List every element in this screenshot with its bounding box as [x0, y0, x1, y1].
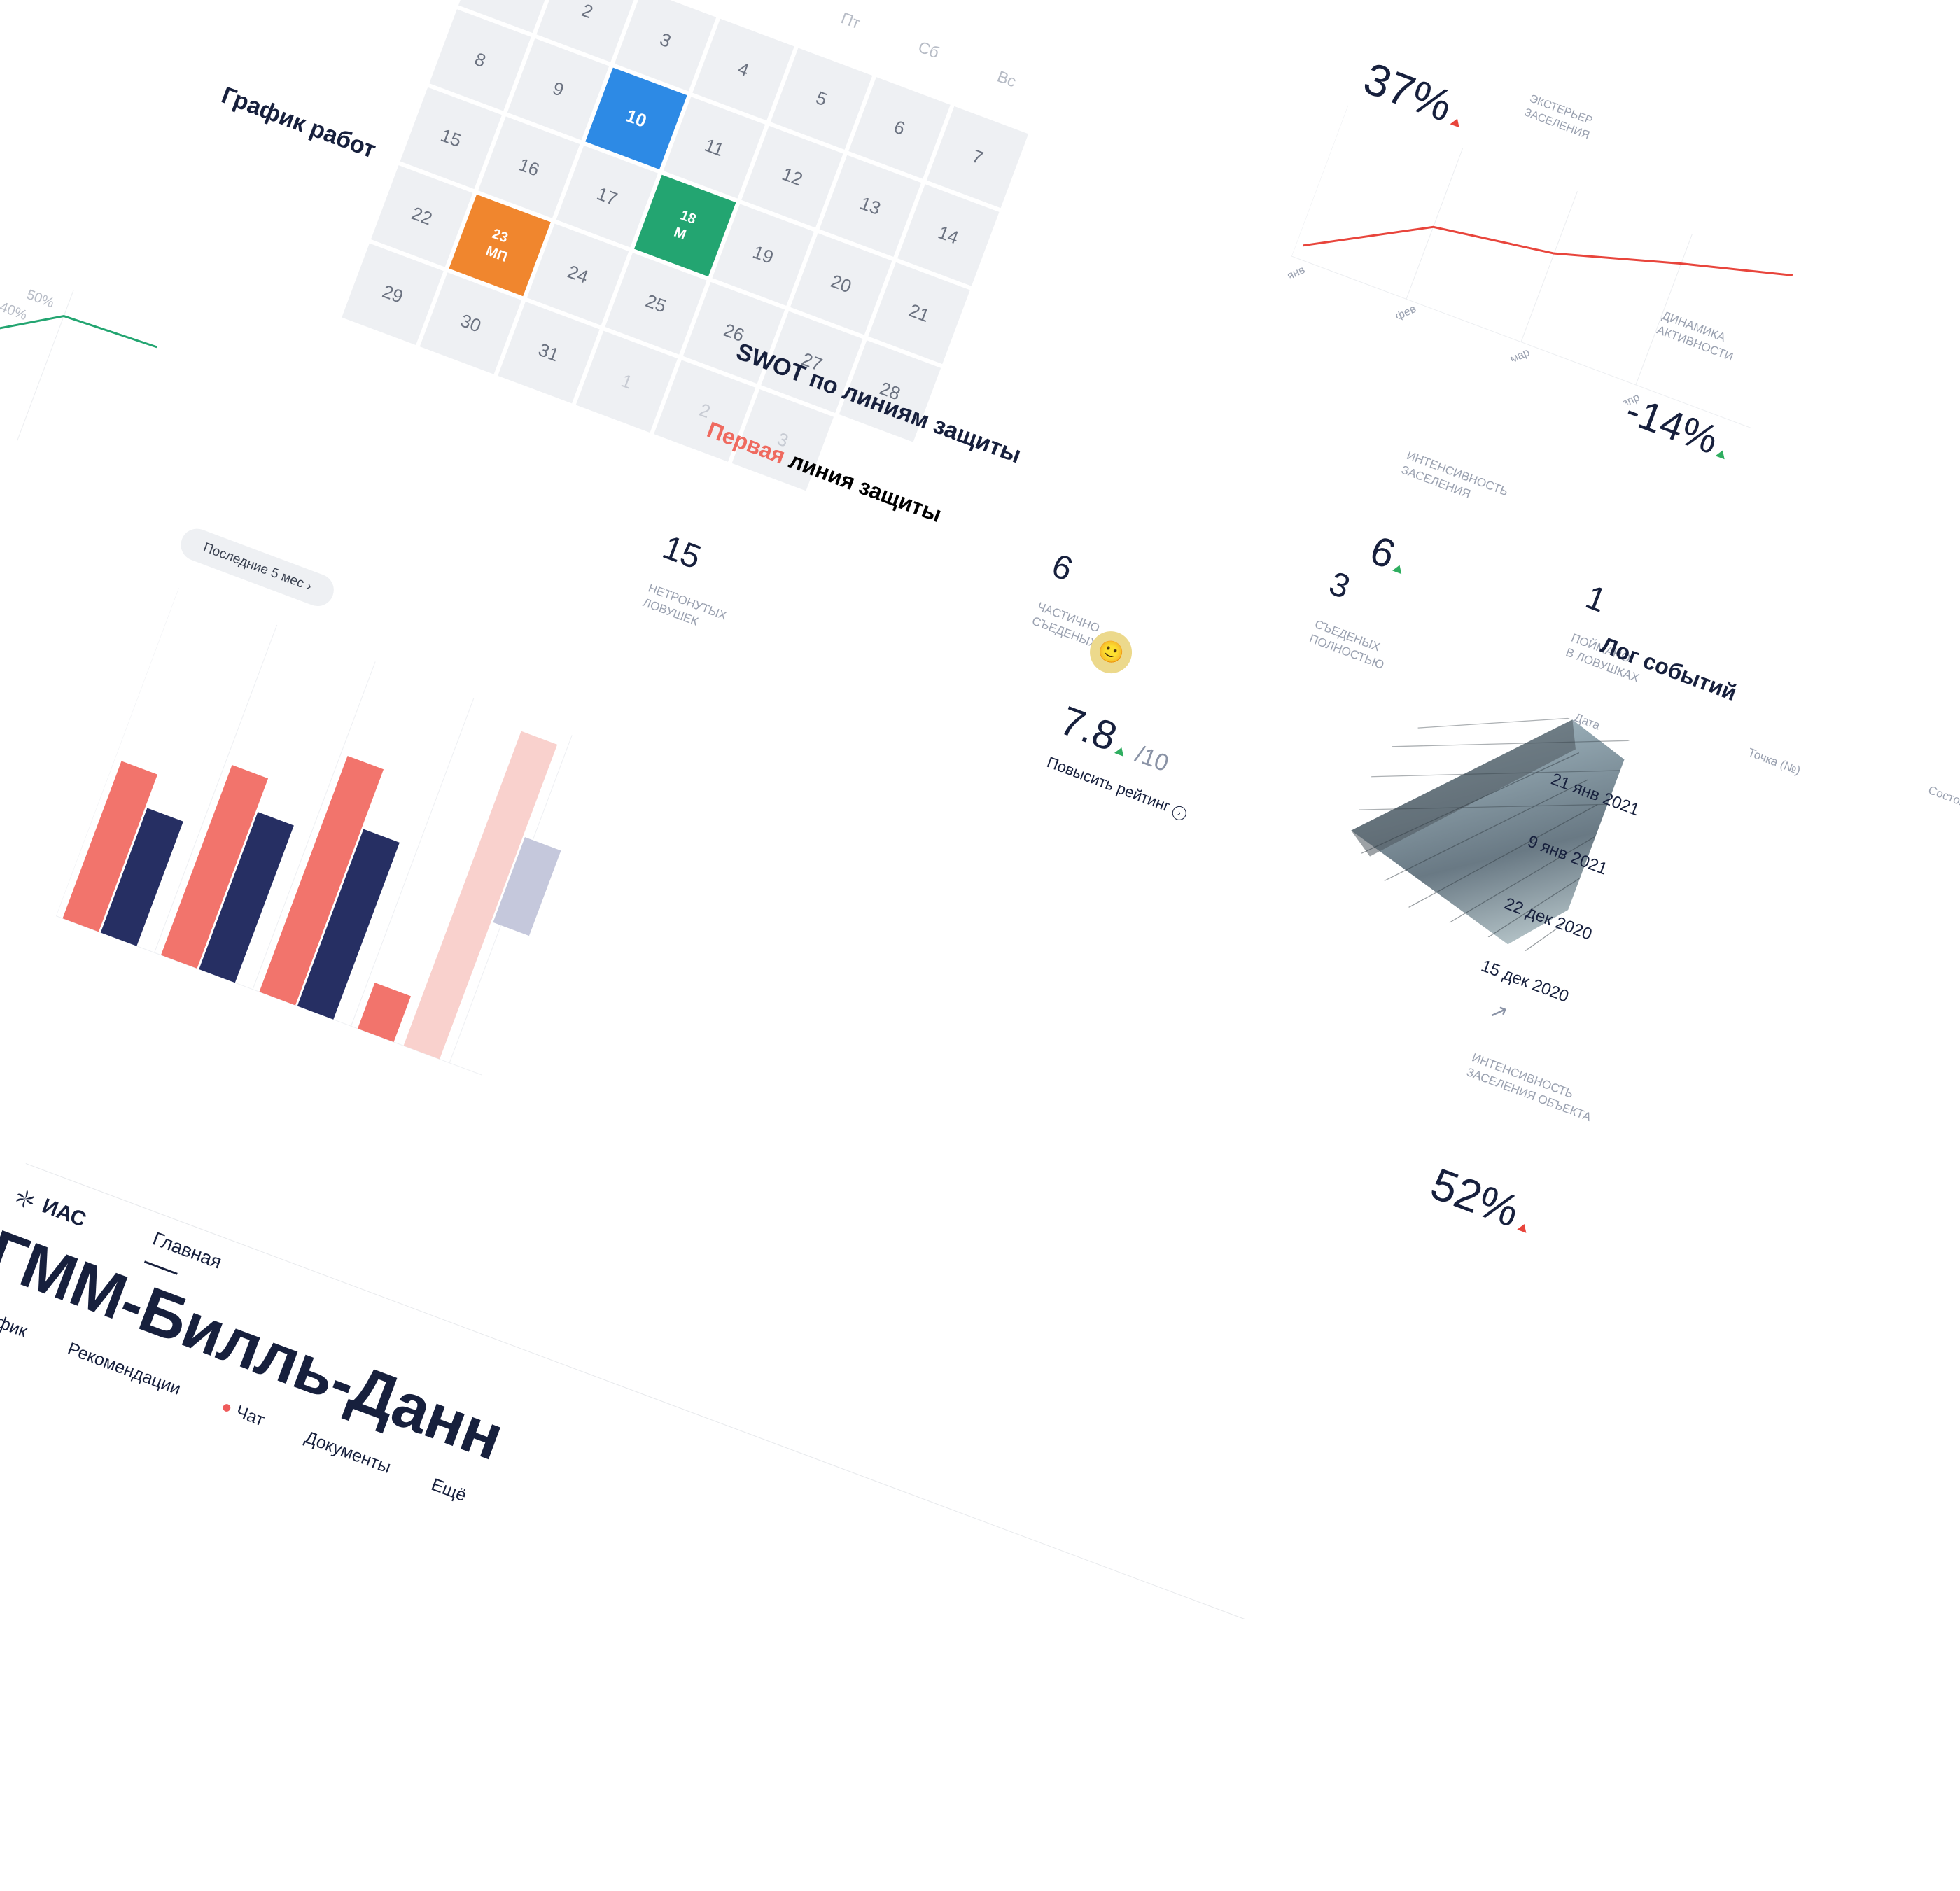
- svg-text:мар: мар: [1508, 346, 1532, 365]
- svg-text:40%: 40%: [0, 299, 29, 323]
- svg-text:янв: янв: [1285, 264, 1307, 282]
- svg-text:50%: 50%: [24, 287, 56, 311]
- svg-text:фев: фев: [1394, 303, 1418, 323]
